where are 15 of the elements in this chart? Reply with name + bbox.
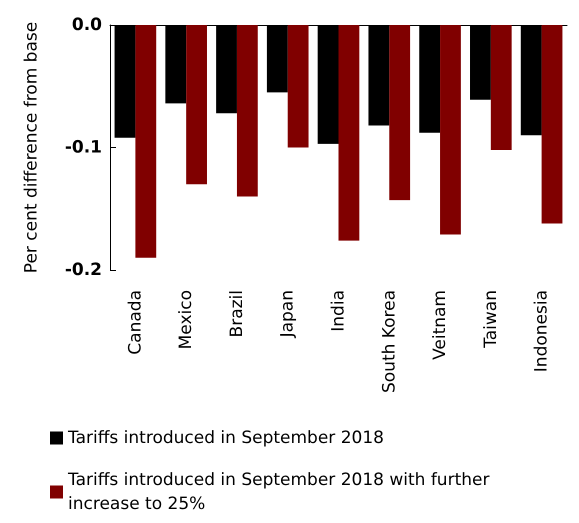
- x-tick-label: Taiwan: [480, 290, 501, 349]
- y-tick-label: -0.1: [64, 138, 102, 158]
- y-tick-label: 0.0: [72, 15, 102, 35]
- x-tick-label: India: [328, 290, 348, 332]
- x-tick-label: Mexico: [176, 290, 196, 350]
- y-axis-title: Per cent difference from base: [22, 22, 42, 274]
- legend-label: Tariffs introduced in September 2018 with further increase to 25%: [67, 470, 495, 514]
- x-tick-label: South Korea: [379, 290, 400, 394]
- x-tick-label: Indonesia: [532, 290, 552, 372]
- x-tick-label: Brazil: [226, 290, 247, 338]
- legend-label: Tariffs introduced in September 2018: [67, 428, 384, 448]
- x-tick-label: Japan: [278, 290, 298, 338]
- x-tick-label: Veitnam: [430, 290, 450, 360]
- y-tick-label: -0.2: [64, 260, 102, 280]
- x-tick-label: Canada: [125, 290, 146, 355]
